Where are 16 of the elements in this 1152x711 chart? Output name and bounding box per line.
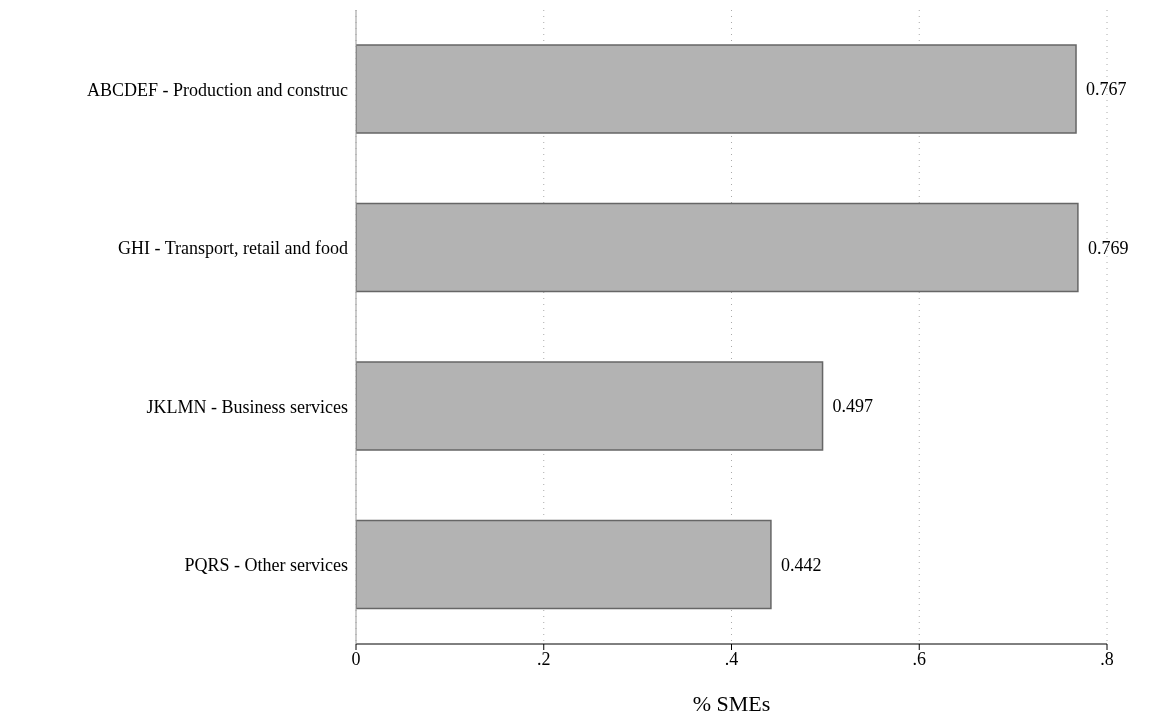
y-tick-label: GHI - Transport, retail and food [118, 238, 348, 259]
y-tick-label: JKLMN - Business services [146, 396, 348, 417]
data-label: 0.769 [1087, 237, 1129, 258]
x-tick-label: .2 [537, 648, 551, 669]
x-tick-label: .6 [912, 648, 926, 669]
data-label: 0.442 [780, 554, 822, 575]
x-tick-label: 0 [351, 648, 361, 669]
data-label: 0.497 [832, 396, 874, 417]
y-tick-label: ABCDEF - Production and construc [87, 79, 348, 100]
data-label: 0.767 [1086, 79, 1127, 100]
x-tick-label: .4 [724, 648, 739, 669]
x-tick-label: .8 [1100, 648, 1114, 669]
bar [356, 361, 824, 451]
x-axis-title: % SMEs [692, 691, 771, 711]
y-tick-label: PQRS - Other services [184, 555, 348, 576]
bar [356, 44, 1077, 134]
